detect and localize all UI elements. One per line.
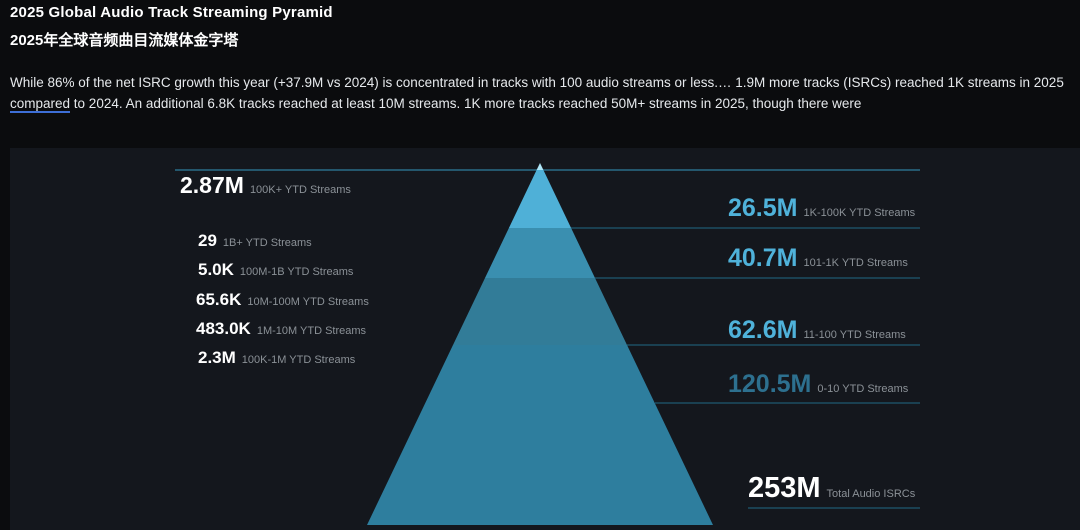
left-breakdown-label: 100M-1B YTD Streams xyxy=(239,266,354,278)
left-breakdown-value: 2.3M xyxy=(198,348,236,367)
right-tier-value: 62.6M xyxy=(728,316,798,344)
summary-text-part1: While 86% of the net ISRC growth this ye… xyxy=(10,75,1064,90)
left-breakdown-value: 29 xyxy=(198,231,217,250)
total-label: Total Audio ISRCs xyxy=(826,488,916,500)
right-tier-row: 62.6M 11-100 YTD Streams xyxy=(728,316,906,345)
left-summary-value: 2.87M xyxy=(180,172,244,198)
total-row: 253M Total Audio ISRCs xyxy=(748,472,915,505)
summary-paragraph: While 86% of the net ISRC growth this ye… xyxy=(10,72,1080,115)
right-tier-row: 26.5M 1K-100K YTD Streams xyxy=(728,194,915,223)
pyramid-chart xyxy=(175,163,920,525)
left-breakdown-row: 2.3M 100K-1M YTD Streams xyxy=(198,348,355,368)
page-title: 2025 Global Audio Track Streaming Pyrami… xyxy=(10,4,333,21)
right-tier-row: 120.5M 0-10 YTD Streams xyxy=(728,370,908,399)
right-tier-value: 120.5M xyxy=(728,370,812,398)
chart-panel: 2.87M 100K+ YTD Streams 29 1B+ YTD Streams… xyxy=(10,148,1080,530)
right-tier-value: 40.7M xyxy=(728,244,798,272)
left-breakdown-value: 483.0K xyxy=(196,319,251,338)
left-summary: 2.87M 100K+ YTD Streams xyxy=(180,172,351,199)
pyramid-band-101-1k xyxy=(485,228,595,278)
total-value: 253M xyxy=(748,472,821,504)
right-tier-row: 40.7M 101-1K YTD Streams xyxy=(728,244,908,273)
header: 2025 Global Audio Track Streaming Pyrami… xyxy=(10,4,1080,115)
pyramid-band-11-100 xyxy=(453,278,627,345)
left-breakdown-row: 29 1B+ YTD Streams xyxy=(198,231,312,251)
left-breakdown-label: 10M-100M YTD Streams xyxy=(247,296,369,308)
right-tier-label: 101-1K YTD Streams xyxy=(803,257,908,269)
right-tier-value: 26.5M xyxy=(728,194,798,222)
pyramid-band-0-10 xyxy=(367,345,713,525)
right-tier-label: 0-10 YTD Streams xyxy=(817,383,909,395)
left-breakdown-label: 100K-1M YTD Streams xyxy=(241,354,356,366)
right-tier-label: 1K-100K YTD Streams xyxy=(803,207,916,219)
page-subtitle-zh: 2025年全球音频曲目流媒体金字塔 xyxy=(10,32,239,49)
left-breakdown-label: 1B+ YTD Streams xyxy=(222,237,312,249)
left-breakdown-row: 5.0K 100M-1B YTD Streams xyxy=(198,260,353,280)
left-breakdown-value: 65.6K xyxy=(196,290,242,309)
pyramid-band-1k-100k xyxy=(508,170,572,228)
left-breakdown-row: 483.0K 1M-10M YTD Streams xyxy=(196,319,366,339)
summary-text-part2: to 2024. An additional 6.8K tracks reach… xyxy=(70,96,862,112)
left-breakdown-label: 1M-10M YTD Streams xyxy=(256,325,367,337)
left-breakdown-row: 65.6K 10M-100M YTD Streams xyxy=(196,290,369,310)
left-summary-label: 100K+ YTD Streams xyxy=(249,184,351,196)
right-tier-label: 11-100 YTD Streams xyxy=(803,329,906,341)
underlined-word: compared xyxy=(10,96,71,114)
pyramid-band-100k-plus xyxy=(536,163,544,170)
left-breakdown-value: 5.0K xyxy=(198,260,234,279)
